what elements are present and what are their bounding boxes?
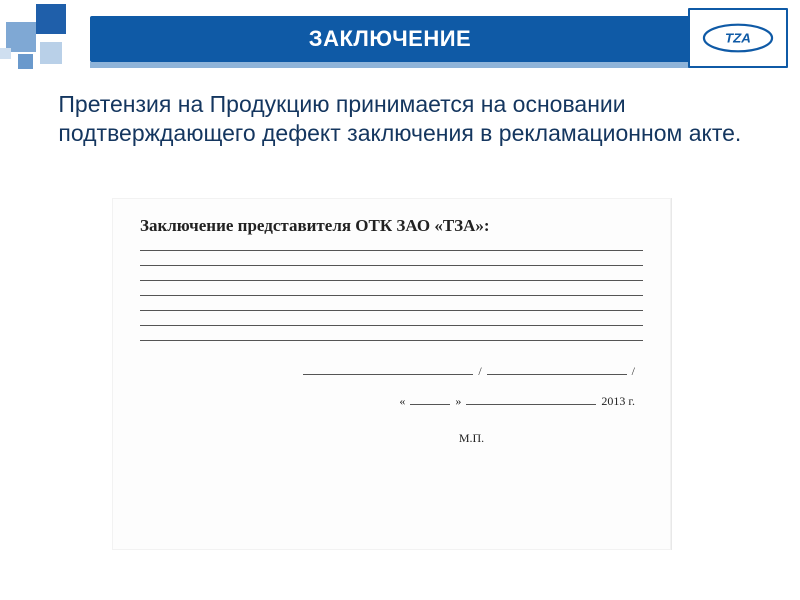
blank-line [140, 340, 643, 341]
deco-square [18, 54, 33, 69]
deco-square [0, 48, 11, 59]
logo-icon: TZA [701, 20, 775, 56]
body-text: Претензия на Продукцию принимается на ос… [58, 90, 748, 149]
slash: / [478, 364, 481, 378]
logo-text: TZA [725, 30, 751, 45]
signature-line [487, 363, 627, 375]
blank-line [140, 265, 643, 266]
date-year: 2013 г. [601, 394, 635, 408]
blank-line [140, 310, 643, 311]
blank-line [140, 325, 643, 326]
date-row: « » 2013 г. [140, 393, 643, 409]
quote-close: » [455, 394, 461, 408]
signature-row: / / [140, 363, 643, 379]
date-month-line [466, 393, 596, 405]
deco-square [40, 42, 62, 64]
blank-line [140, 280, 643, 281]
blank-line [140, 295, 643, 296]
quote-open: « [399, 394, 405, 408]
logo: TZA [688, 8, 788, 68]
deco-square [36, 4, 66, 34]
form-scan: Заключение представителя ОТК ЗАО «ТЗА»: … [112, 198, 672, 550]
body-bullet: Претензия на Продукцию принимается на ос… [36, 90, 756, 149]
stamp-label: М.П. [140, 431, 643, 446]
form-heading: Заключение представителя ОТК ЗАО «ТЗА»: [140, 216, 643, 236]
slash: / [632, 364, 635, 378]
date-day-line [410, 393, 450, 405]
slide: ЗАКЛЮЧЕНИЕ TZA Претензия на Продукцию пр… [0, 0, 800, 600]
title-bar: ЗАКЛЮЧЕНИЕ [90, 16, 690, 62]
blank-line [140, 250, 643, 251]
decorative-squares [0, 4, 90, 74]
signature-line [303, 363, 473, 375]
slide-title: ЗАКЛЮЧЕНИЕ [309, 26, 471, 52]
